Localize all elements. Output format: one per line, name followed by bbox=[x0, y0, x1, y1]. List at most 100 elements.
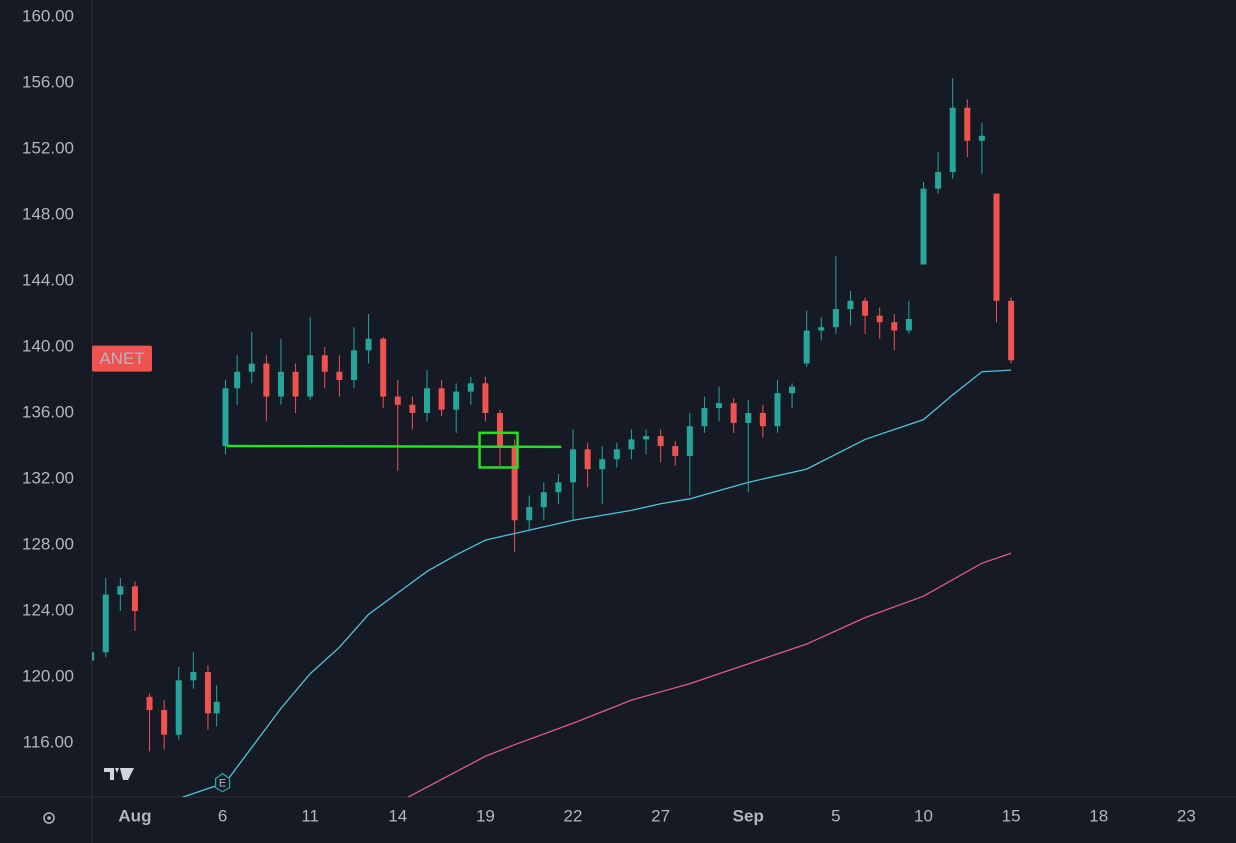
candle-body bbox=[190, 672, 197, 681]
candle-body bbox=[117, 586, 124, 595]
settings-icon[interactable] bbox=[43, 812, 55, 824]
x-tick-label: 10 bbox=[914, 806, 933, 825]
y-tick-label: 128.00 bbox=[22, 535, 74, 554]
candle-body bbox=[175, 680, 182, 735]
y-tick-label: 148.00 bbox=[22, 204, 74, 223]
candle-body bbox=[102, 594, 109, 653]
candle-body bbox=[423, 388, 430, 414]
candle-body bbox=[248, 363, 255, 372]
candle-body bbox=[540, 492, 547, 508]
candle-body bbox=[599, 459, 606, 470]
candle-body bbox=[336, 371, 343, 381]
y-tick-label: 152.00 bbox=[22, 138, 74, 157]
horizontal-drawing bbox=[226, 444, 562, 449]
x-tick-label: 11 bbox=[301, 806, 319, 825]
candle-body bbox=[380, 338, 387, 397]
y-tick-label: 116.00 bbox=[23, 733, 74, 752]
candle-body bbox=[131, 586, 138, 612]
tv-logo bbox=[104, 768, 134, 780]
candle-body bbox=[686, 426, 693, 456]
candle-body bbox=[482, 383, 489, 414]
candle-body bbox=[292, 371, 299, 397]
symbol-label: ANET bbox=[99, 349, 144, 368]
event-marker bbox=[214, 772, 231, 793]
x-tick-label: Sep bbox=[733, 806, 764, 825]
event-label: E bbox=[219, 778, 226, 790]
candle-body bbox=[92, 652, 95, 661]
x-tick-label: 18 bbox=[1089, 806, 1108, 825]
y-tick-label: 120.00 bbox=[22, 667, 74, 686]
candle-body bbox=[920, 188, 927, 265]
candle-body bbox=[409, 404, 416, 414]
y-tick-label: 140.00 bbox=[22, 337, 74, 356]
candle-body bbox=[672, 446, 679, 456]
candle-body bbox=[789, 386, 796, 394]
candle-body bbox=[467, 383, 474, 392]
y-tick-label: 156.00 bbox=[22, 72, 74, 91]
candle-body bbox=[745, 413, 752, 423]
candle-body bbox=[847, 300, 854, 310]
symbol-tag bbox=[92, 345, 152, 372]
candle-body bbox=[876, 315, 883, 323]
candle-body bbox=[832, 309, 839, 328]
candle-body bbox=[263, 363, 270, 397]
x-tick-label: 5 bbox=[831, 806, 840, 825]
candle-body bbox=[628, 439, 635, 450]
candle-body bbox=[774, 393, 781, 427]
candle-body bbox=[277, 371, 284, 397]
x-tick-label: 23 bbox=[1177, 806, 1196, 825]
x-tick-label: 19 bbox=[476, 806, 495, 825]
candle-body bbox=[438, 388, 445, 410]
candle-body bbox=[222, 388, 229, 447]
candle-body bbox=[204, 672, 211, 714]
candle-body bbox=[891, 322, 898, 331]
candle-body bbox=[716, 403, 723, 409]
y-tick-label: 124.00 bbox=[22, 601, 74, 620]
candle-body bbox=[321, 355, 328, 372]
candle-body bbox=[701, 408, 708, 427]
candle-body bbox=[949, 107, 956, 173]
candle-body bbox=[365, 338, 372, 351]
moving-average bbox=[407, 552, 1012, 797]
y-tick-label: 160.00 bbox=[22, 6, 74, 25]
candle-body bbox=[511, 446, 518, 521]
candle-body bbox=[730, 403, 737, 423]
candle-body bbox=[759, 413, 766, 427]
candle-body bbox=[818, 327, 825, 331]
x-tick-label: Aug bbox=[118, 806, 151, 825]
plot-area bbox=[92, 78, 1015, 797]
y-tick-label: 136.00 bbox=[22, 403, 74, 422]
candle-body bbox=[497, 413, 504, 447]
candle-body bbox=[213, 701, 220, 714]
candle-body bbox=[307, 355, 314, 397]
candle-body bbox=[803, 330, 810, 364]
candle-body bbox=[234, 371, 241, 389]
candle-body bbox=[862, 300, 869, 316]
x-tick-label: 15 bbox=[1002, 806, 1021, 825]
candle-body bbox=[526, 507, 533, 521]
candle-body bbox=[964, 107, 971, 141]
x-tick-label: 22 bbox=[564, 806, 583, 825]
candle-body bbox=[905, 318, 912, 331]
candle-body bbox=[993, 193, 1000, 301]
candle-body bbox=[161, 710, 168, 735]
candle-body bbox=[146, 696, 153, 711]
candle-body bbox=[1008, 300, 1015, 361]
box-drawing bbox=[478, 431, 519, 469]
x-tick-label: 14 bbox=[388, 806, 407, 825]
x-tick-label: 27 bbox=[651, 806, 670, 825]
y-tick-label: 132.00 bbox=[22, 469, 74, 488]
candle-body bbox=[657, 436, 664, 447]
candle-body bbox=[570, 449, 577, 483]
candle-body bbox=[643, 436, 650, 440]
candle-body bbox=[350, 350, 357, 381]
candle-body bbox=[584, 449, 591, 470]
candle-body bbox=[555, 482, 562, 493]
candle-body bbox=[394, 396, 401, 405]
candle-body bbox=[978, 135, 985, 141]
candle-body bbox=[613, 449, 620, 460]
x-tick-label: 6 bbox=[218, 806, 227, 825]
candle-body bbox=[935, 172, 942, 189]
